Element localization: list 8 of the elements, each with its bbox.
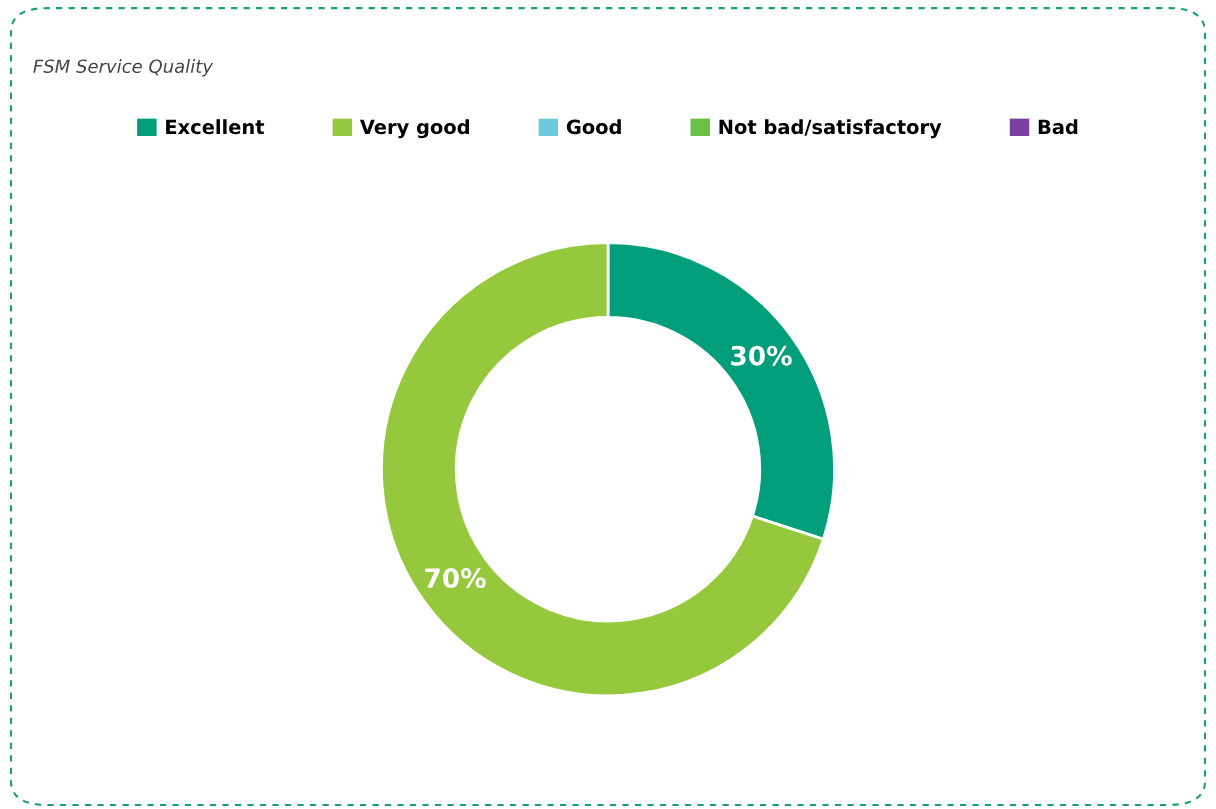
- legend-label: Very good: [359, 119, 469, 139]
- legend-label: Not bad/satisfactory: [719, 119, 942, 139]
- data-label: 30%: [731, 345, 792, 366]
- data-label: 70%: [425, 568, 486, 589]
- legend-label: Good: [566, 119, 621, 135]
- chart-title: FSM Service Quality: [33, 59, 214, 77]
- legend-label: Bad: [1038, 119, 1078, 135]
- legend-label: Excellent: [166, 119, 265, 135]
